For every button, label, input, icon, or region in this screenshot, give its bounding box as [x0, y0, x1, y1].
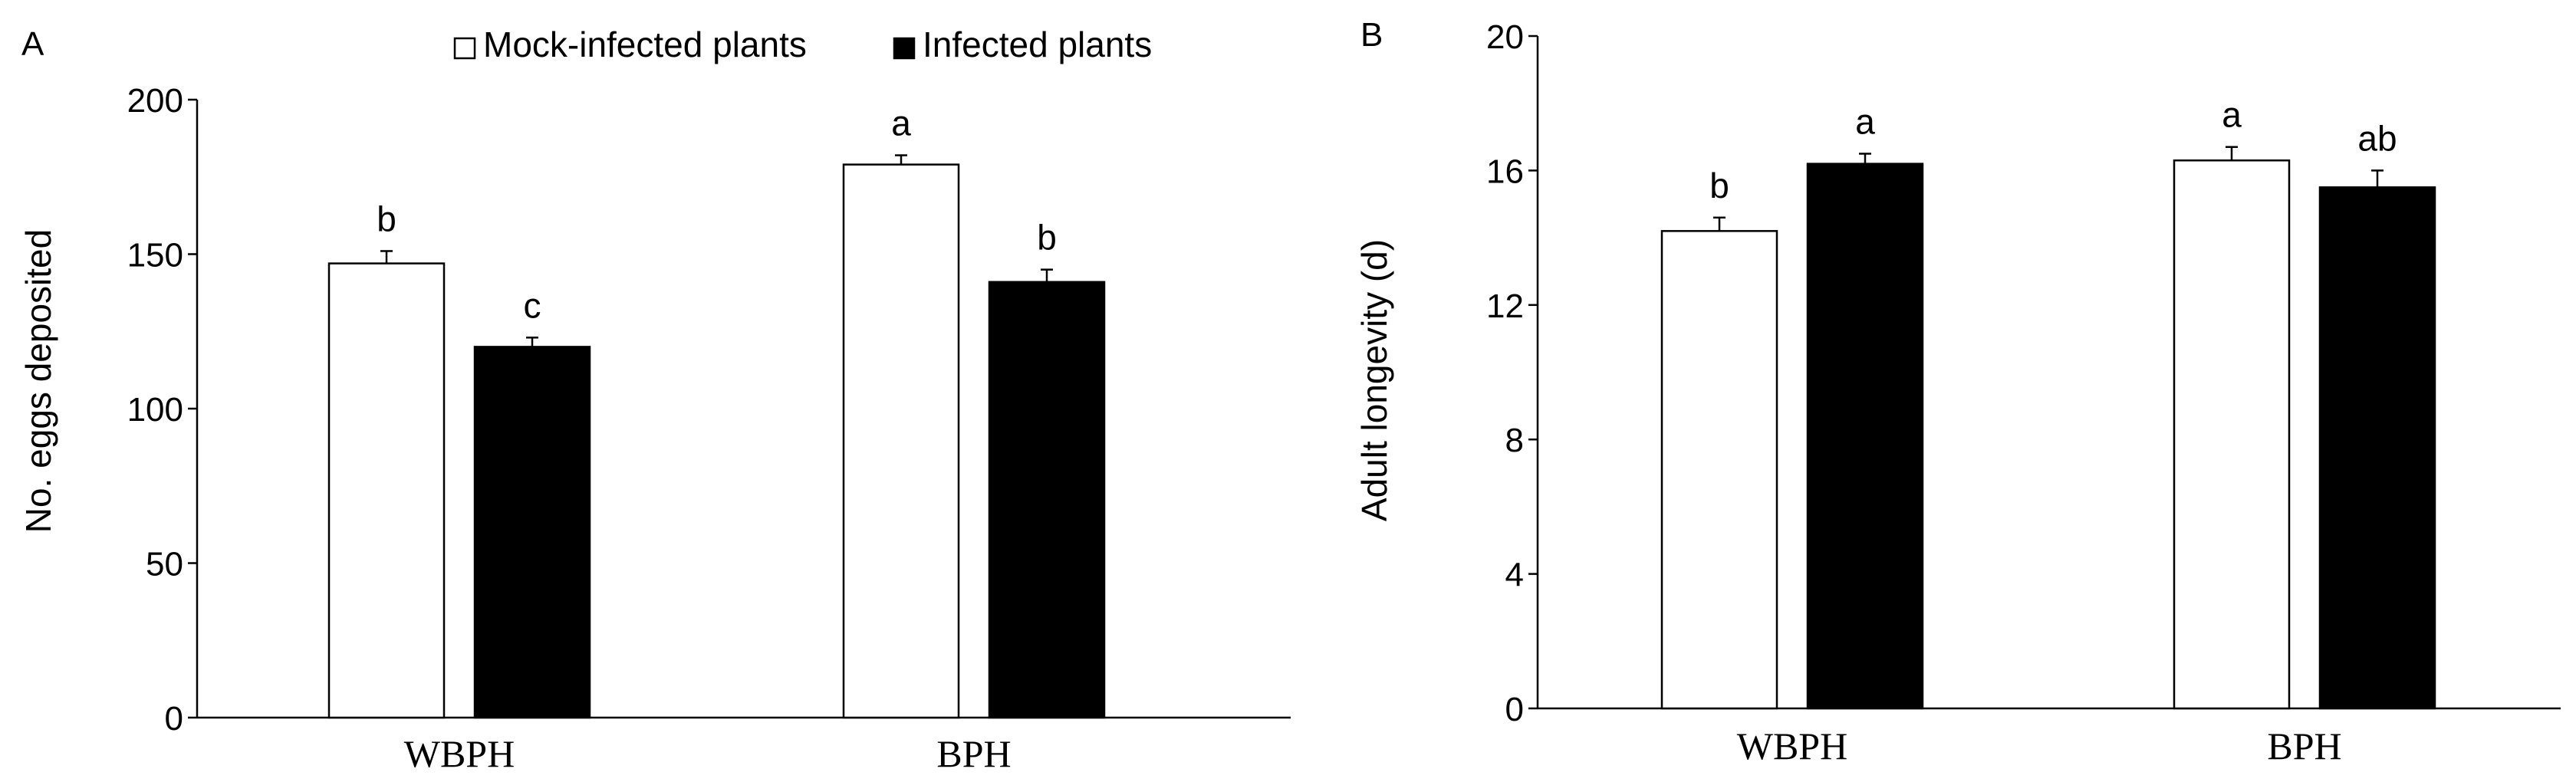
y-axis-label-a: No. eggs deposited [18, 229, 58, 533]
significance-letter: b [1709, 166, 1729, 205]
y-tick-label: 8 [1505, 422, 1524, 459]
x-tick-label-bph: BPH [2267, 724, 2341, 767]
x-tick-label-wbph: WBPH [1737, 724, 1847, 767]
bar-wbph-infected [1806, 163, 1924, 710]
y-tick-label: 150 [127, 237, 183, 274]
y-tick-label: 50 [146, 546, 183, 583]
bar-bph-infected [2318, 186, 2436, 710]
y-tick-label: 0 [165, 700, 183, 738]
y-tick-label: 12 [1486, 288, 1524, 325]
panel-label-b: B [1360, 16, 1383, 54]
bar-wbph-infected [473, 346, 591, 719]
legend-label-mock: Mock-infected plants [483, 25, 807, 64]
significance-letter: a [891, 104, 911, 143]
legend-label-infected: Infected plants [923, 25, 1152, 64]
y-tick-label: 100 [127, 391, 183, 429]
significance-letter: b [377, 199, 396, 238]
panel-label-a: A [21, 25, 44, 63]
bars-a: b c a b [327, 104, 1106, 719]
legend-swatch-mock [453, 37, 476, 60]
y-tick-label: 16 [1486, 153, 1524, 190]
bar-bph-mock [2173, 159, 2291, 710]
y-tick-label: 200 [127, 82, 183, 120]
bar-wbph-mock [327, 262, 446, 719]
significance-letter: a [1855, 101, 1875, 141]
legend-swatch-infected [893, 37, 916, 60]
x-tick-label-bph: BPH [936, 732, 1011, 775]
significance-letter: c [524, 285, 541, 325]
significance-letter: b [1037, 218, 1057, 258]
x-tick-label-wbph: WBPH [404, 732, 515, 775]
significance-letter: a [2222, 95, 2242, 135]
panel-a: A No. eggs deposited 0 50 100 150 200 b c a b W… [18, 25, 1291, 775]
y-tick-label: 20 [1486, 18, 1524, 56]
bar-bph-infected [988, 281, 1106, 719]
panel-b: B Adult longevity (d) 0 4 8 12 16 20 b a a ab WB… [1354, 16, 2561, 767]
significance-letter: ab [2357, 118, 2397, 158]
y-ticks-b: 0 4 8 12 16 20 [1486, 18, 1538, 728]
legend: Mock-infected plants Infected plants [453, 25, 1152, 64]
y-tick-label: 4 [1505, 557, 1524, 594]
bar-wbph-mock [1660, 230, 1778, 710]
y-axis-label-b: Adult longevity (d) [1354, 239, 1394, 521]
bar-bph-mock [842, 163, 960, 719]
bars-b: b a a ab [1660, 95, 2436, 710]
y-ticks-a: 0 50 100 150 200 [127, 82, 197, 738]
x-tick-labels-a: WBPH BPH [404, 732, 1012, 775]
y-tick-label: 0 [1505, 691, 1524, 728]
x-tick-labels-b: WBPH BPH [1737, 724, 2342, 767]
